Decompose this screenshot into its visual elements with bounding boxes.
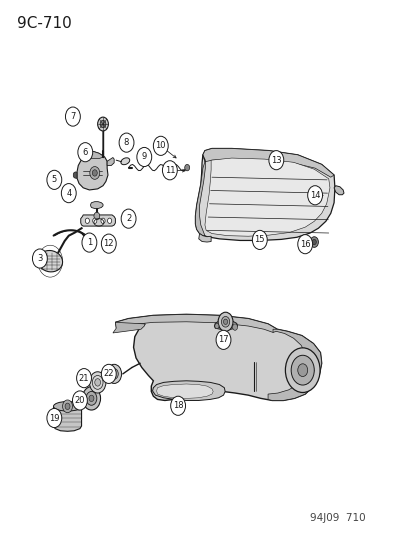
Text: 10: 10 (155, 141, 166, 150)
Polygon shape (156, 384, 213, 398)
Text: 14: 14 (309, 191, 320, 200)
Polygon shape (81, 152, 104, 159)
Polygon shape (268, 329, 321, 400)
Polygon shape (152, 381, 225, 400)
Text: 1: 1 (87, 238, 92, 247)
Circle shape (119, 133, 134, 152)
Circle shape (153, 136, 168, 156)
Polygon shape (73, 172, 77, 178)
Circle shape (285, 348, 319, 392)
Circle shape (121, 209, 136, 228)
Circle shape (47, 170, 62, 189)
Circle shape (82, 233, 97, 252)
Polygon shape (113, 322, 145, 333)
Circle shape (89, 372, 106, 393)
Circle shape (65, 107, 80, 126)
Circle shape (221, 317, 229, 327)
Text: 5: 5 (52, 175, 57, 184)
Text: 21: 21 (78, 374, 89, 383)
Circle shape (223, 319, 227, 325)
Polygon shape (81, 215, 115, 226)
Circle shape (61, 183, 76, 203)
Text: 9C-710: 9C-710 (17, 15, 72, 30)
Circle shape (93, 218, 97, 223)
Circle shape (32, 249, 47, 268)
Text: 18: 18 (172, 401, 183, 410)
Text: 7: 7 (70, 112, 76, 121)
Circle shape (92, 169, 97, 176)
Circle shape (170, 396, 185, 415)
Polygon shape (333, 185, 343, 195)
Ellipse shape (121, 158, 129, 165)
Polygon shape (77, 152, 108, 190)
Circle shape (290, 356, 313, 385)
Polygon shape (115, 314, 321, 400)
Circle shape (97, 117, 108, 131)
Circle shape (297, 364, 307, 376)
Text: 6: 6 (82, 148, 88, 157)
Circle shape (65, 403, 70, 409)
Polygon shape (204, 158, 329, 236)
Text: 11: 11 (164, 166, 175, 175)
Circle shape (214, 324, 218, 329)
Polygon shape (198, 233, 211, 242)
Circle shape (100, 120, 106, 128)
Text: 19: 19 (49, 414, 59, 423)
Circle shape (184, 165, 189, 171)
Circle shape (101, 365, 116, 383)
Circle shape (85, 218, 89, 223)
Text: 12: 12 (103, 239, 114, 248)
Polygon shape (202, 149, 333, 177)
Polygon shape (90, 201, 103, 208)
Polygon shape (214, 320, 237, 330)
Polygon shape (195, 149, 334, 240)
Circle shape (101, 234, 116, 253)
Circle shape (76, 368, 91, 387)
Circle shape (309, 237, 318, 247)
Text: 8: 8 (123, 138, 129, 147)
Ellipse shape (53, 401, 81, 411)
Circle shape (90, 166, 100, 179)
Circle shape (110, 368, 118, 379)
Circle shape (82, 386, 100, 410)
Circle shape (89, 395, 94, 401)
Text: 9: 9 (141, 152, 147, 161)
Text: 22: 22 (103, 369, 114, 378)
Ellipse shape (38, 251, 62, 272)
Text: 2: 2 (126, 214, 131, 223)
Circle shape (101, 218, 105, 223)
Circle shape (232, 324, 237, 330)
Circle shape (297, 235, 312, 254)
Text: 13: 13 (271, 156, 281, 165)
Circle shape (78, 143, 93, 162)
Polygon shape (115, 314, 276, 333)
Text: 17: 17 (218, 335, 228, 344)
Text: 4: 4 (66, 189, 71, 198)
Circle shape (311, 239, 316, 245)
Text: 20: 20 (74, 396, 85, 405)
Circle shape (218, 312, 233, 332)
Circle shape (107, 365, 121, 383)
Circle shape (162, 161, 177, 180)
Circle shape (62, 400, 72, 413)
Text: 3: 3 (37, 254, 43, 263)
Circle shape (137, 148, 151, 166)
Polygon shape (107, 158, 114, 165)
Text: 15: 15 (254, 236, 264, 245)
Circle shape (307, 185, 322, 205)
Text: 16: 16 (299, 240, 310, 249)
Circle shape (72, 391, 87, 410)
Circle shape (107, 218, 112, 223)
Circle shape (216, 330, 230, 350)
Polygon shape (195, 155, 205, 236)
Polygon shape (53, 402, 81, 431)
Text: 94J09  710: 94J09 710 (309, 513, 365, 523)
Circle shape (86, 391, 97, 405)
Circle shape (94, 212, 100, 220)
Circle shape (252, 230, 267, 249)
Circle shape (95, 378, 100, 386)
Circle shape (47, 408, 62, 427)
Circle shape (268, 151, 283, 169)
